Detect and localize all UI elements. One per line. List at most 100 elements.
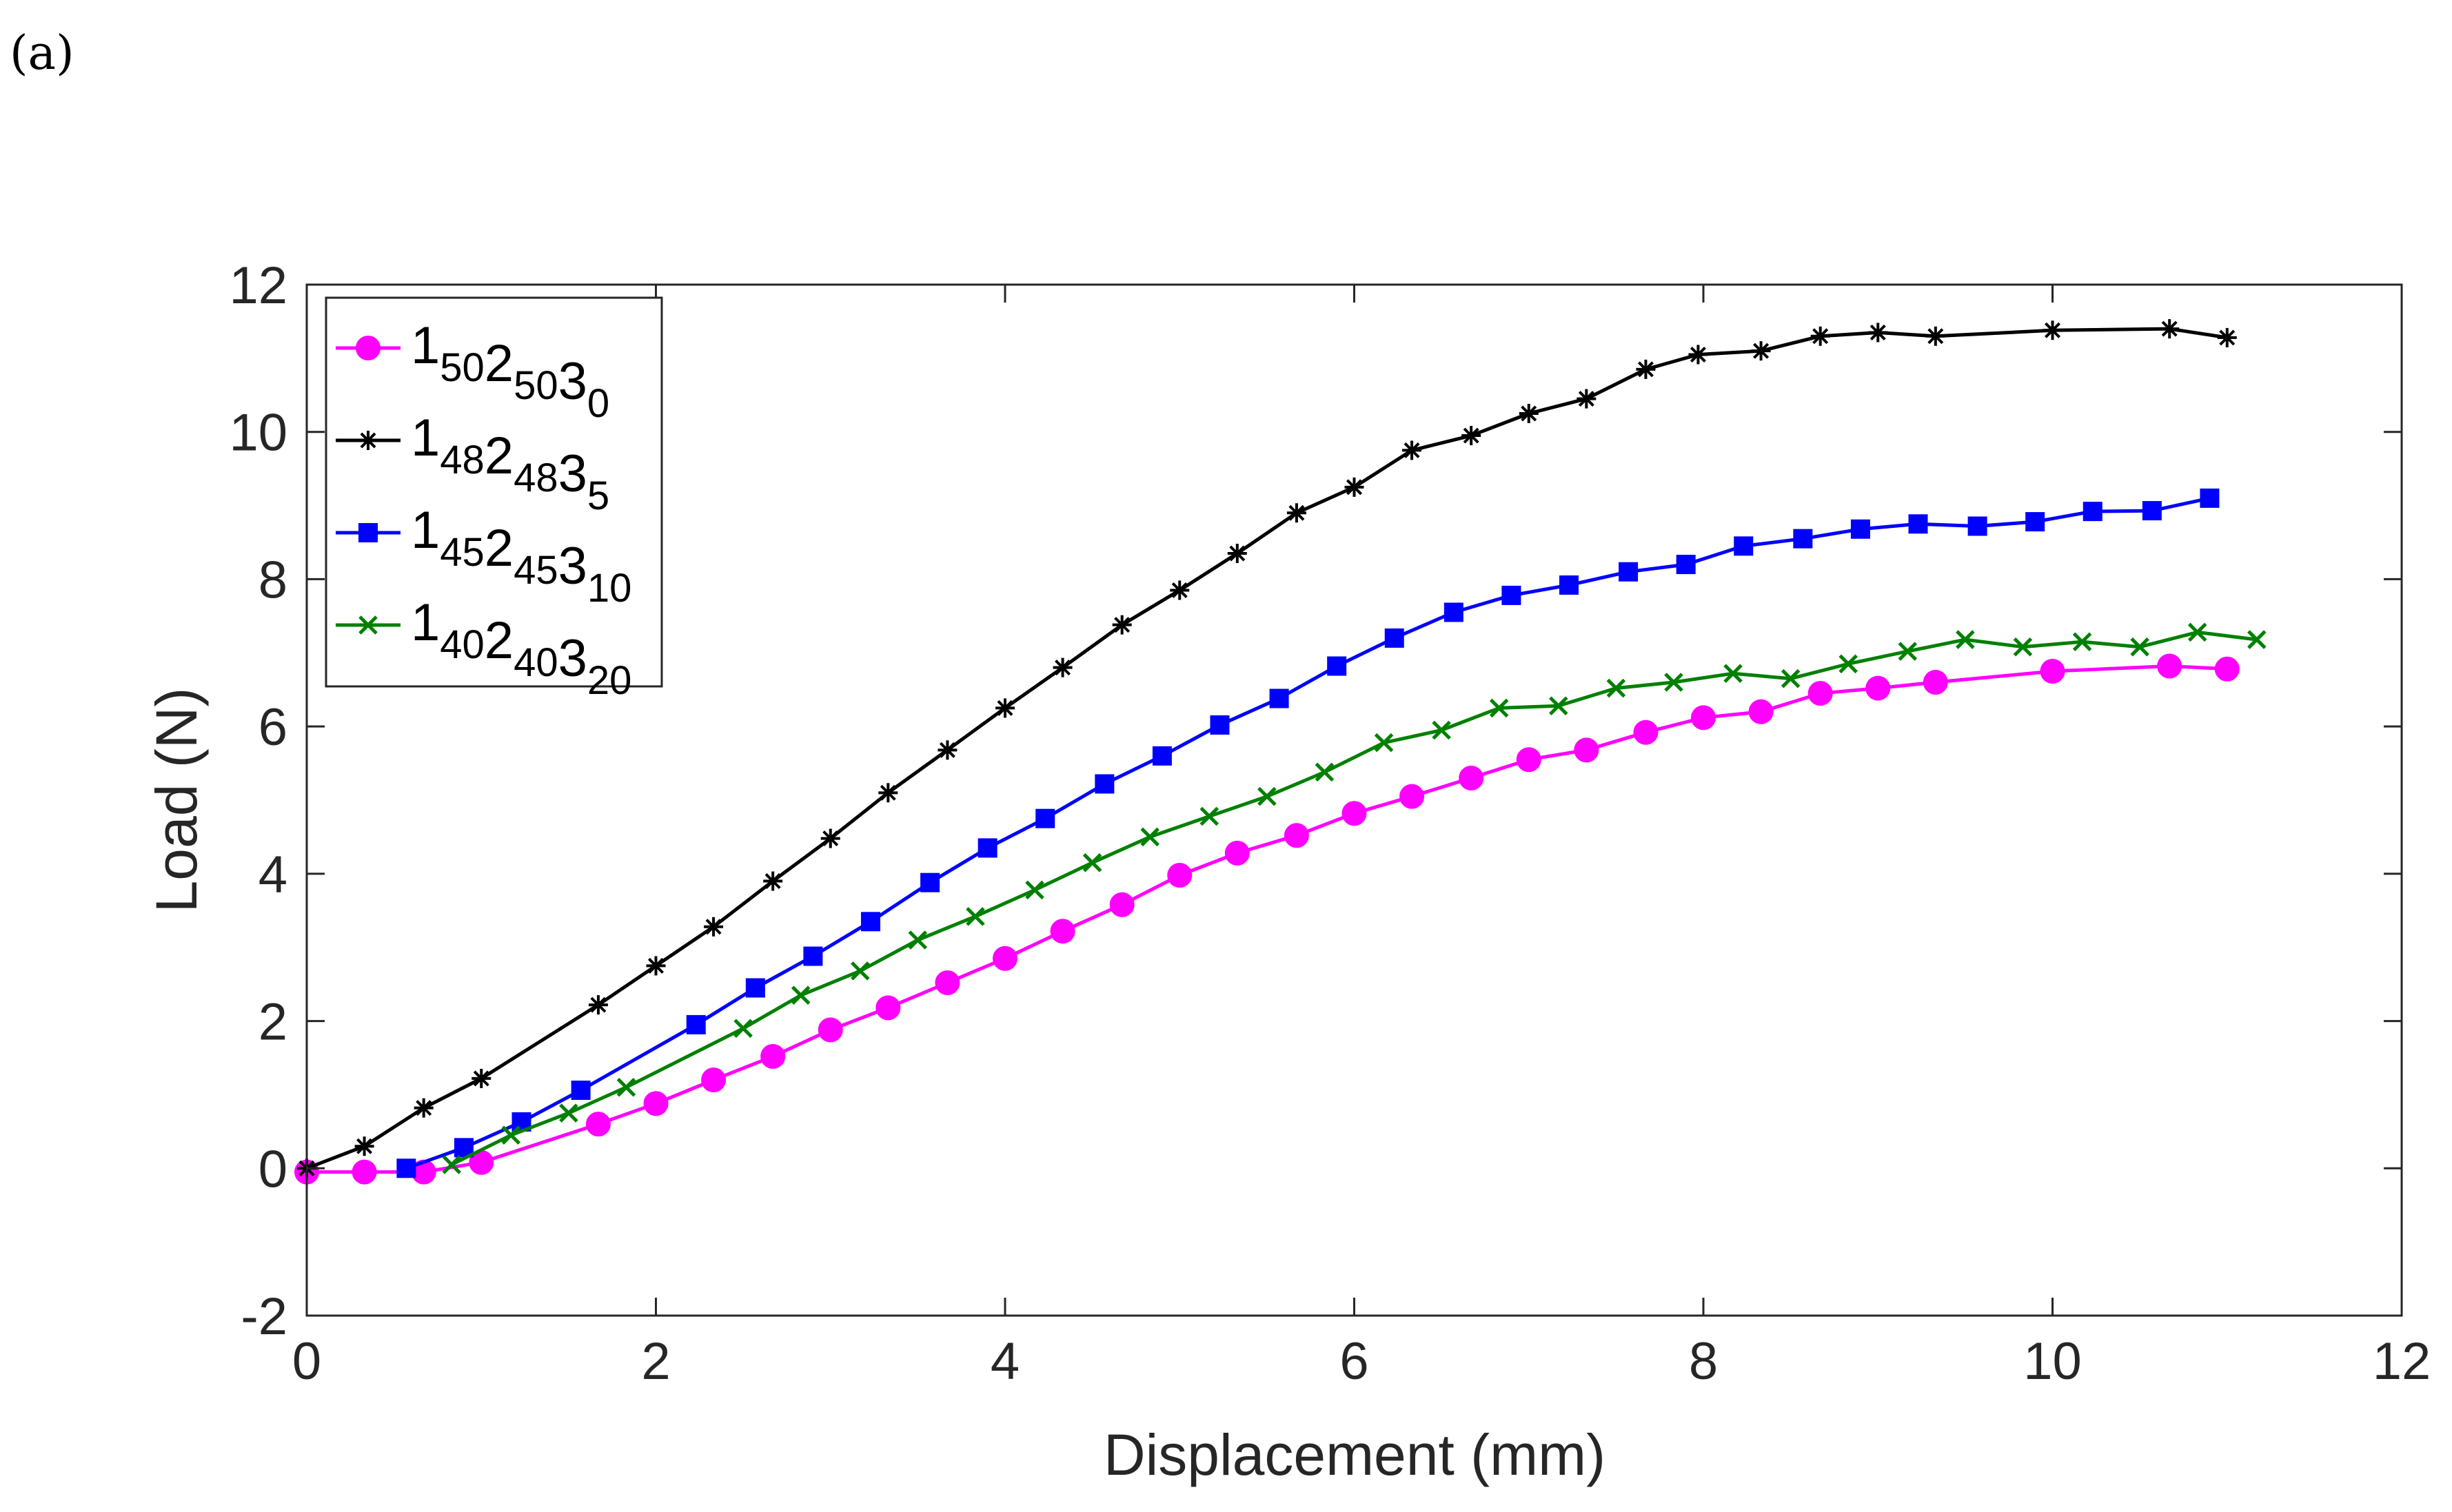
- data-point: [358, 615, 378, 635]
- data-point: [1284, 823, 1309, 848]
- series-line: [307, 664, 2227, 1174]
- y-tick-label: 10: [229, 404, 287, 462]
- data-point: [1810, 326, 1830, 346]
- data-point: [356, 336, 381, 360]
- data-point: [1923, 670, 1948, 695]
- data-point: [1723, 664, 1743, 683]
- legend-label: 145245310: [411, 501, 631, 611]
- data-point: [920, 872, 940, 892]
- data-point: [1109, 892, 1135, 917]
- data-point: [1748, 699, 1774, 724]
- series-2: [297, 319, 2237, 1178]
- x-tick-label: 2: [641, 1332, 670, 1391]
- data-point: [1227, 544, 1247, 564]
- data-point: [2142, 501, 2162, 521]
- data-point: [442, 1155, 461, 1174]
- data-point: [1344, 477, 1364, 497]
- x-axis-title: Displacement (mm): [1104, 1422, 1605, 1487]
- x-tick-label: 8: [1689, 1332, 1718, 1391]
- data-point: [1140, 827, 1159, 847]
- legend-box: [325, 296, 663, 688]
- legend-label: 15025030: [411, 316, 609, 426]
- x-tick-label: 0: [292, 1332, 321, 1391]
- data-point: [1432, 720, 1451, 740]
- data-point: [1925, 326, 1945, 346]
- data-point: [1050, 919, 1075, 944]
- data-point: [1619, 562, 1639, 582]
- data-point: [1516, 747, 1541, 773]
- data-point: [414, 1098, 434, 1118]
- data-point: [1865, 675, 1891, 701]
- data-point: [820, 828, 840, 848]
- data-point: [2013, 637, 2033, 657]
- data-point: [1501, 585, 1521, 605]
- data-point: [1691, 705, 1716, 731]
- data-point: [745, 978, 765, 998]
- legend-item: 15025030: [336, 316, 609, 426]
- data-point: [2160, 319, 2180, 339]
- data-point: [1688, 345, 1708, 365]
- data-point: [2157, 653, 2182, 679]
- data-point: [1327, 656, 1347, 676]
- legend-item: 140240320: [336, 593, 631, 703]
- data-point: [616, 1077, 636, 1097]
- data-point: [995, 698, 1015, 718]
- y-axis-title: Load (N): [144, 688, 209, 913]
- data-point: [1035, 808, 1055, 828]
- data-point: [1095, 774, 1115, 794]
- x-tick-label: 10: [2023, 1332, 2082, 1391]
- data-point: [1402, 440, 1422, 460]
- y-tick-label: 2: [259, 993, 287, 1052]
- data-point: [358, 523, 378, 542]
- data-point: [938, 740, 958, 760]
- data-point: [977, 838, 997, 858]
- data-point: [993, 946, 1017, 971]
- data-point: [2043, 320, 2063, 340]
- y-tick-label: 0: [259, 1140, 287, 1198]
- data-point: [352, 1159, 377, 1185]
- y-tick-label: 4: [259, 846, 287, 904]
- x-tick-label: 6: [1339, 1332, 1368, 1391]
- data-point: [585, 1112, 611, 1137]
- series-3: [396, 488, 2220, 1178]
- legend-label: 14824835: [411, 409, 609, 518]
- data-point: [1374, 733, 1394, 753]
- data-point: [1676, 555, 1696, 575]
- data-point: [1751, 341, 1771, 361]
- data-point: [1636, 359, 1656, 379]
- data-point: [358, 431, 378, 450]
- data-point: [1807, 681, 1833, 706]
- data-point: [1461, 426, 1481, 446]
- data-point: [1606, 678, 1626, 698]
- data-point: [935, 970, 960, 996]
- data-point: [559, 1103, 578, 1123]
- data-point: [860, 912, 880, 932]
- data-point: [2083, 502, 2103, 522]
- data-point: [1781, 668, 1801, 688]
- data-point: [1459, 765, 1484, 790]
- y-tick-label: -2: [241, 1287, 287, 1346]
- data-point: [1399, 784, 1425, 809]
- data-point: [1664, 673, 1683, 692]
- data-point: [1734, 536, 1754, 556]
- data-point: [643, 1091, 669, 1116]
- data-point: [1956, 630, 1975, 649]
- data-point: [875, 995, 901, 1021]
- data-point: [2217, 327, 2237, 347]
- legend-item: 145245310: [336, 501, 631, 611]
- y-tick-label: 6: [259, 698, 287, 757]
- data-point: [1167, 862, 1193, 888]
- data-point: [686, 1014, 706, 1034]
- data-point: [1152, 746, 1172, 766]
- legend-label: 140240320: [411, 593, 631, 703]
- data-point: [2040, 659, 2065, 684]
- data-point: [1384, 628, 1404, 648]
- data-point: [1082, 853, 1102, 872]
- data-point: [1633, 719, 1659, 745]
- data-point: [2187, 622, 2207, 642]
- data-point: [1443, 602, 1463, 622]
- data-point: [2214, 656, 2240, 682]
